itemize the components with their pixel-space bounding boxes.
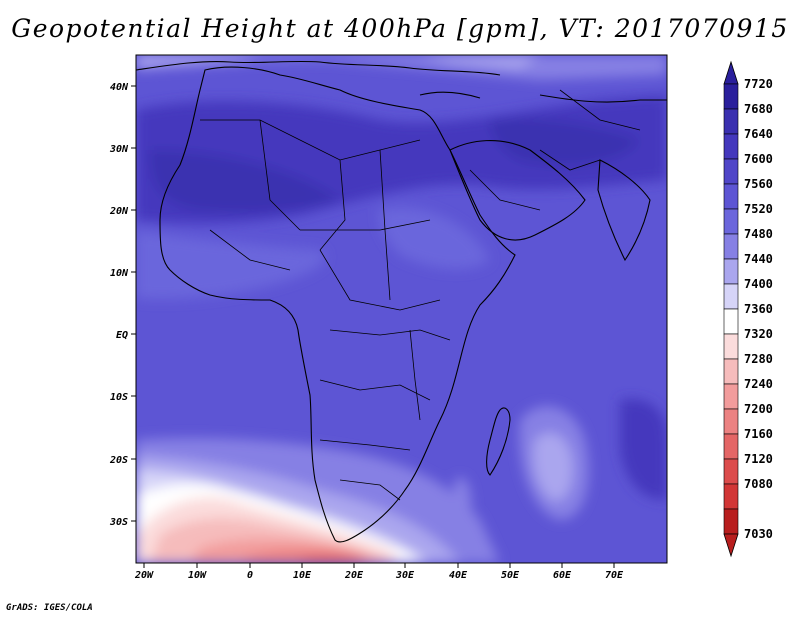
lon-label: 0 <box>247 570 253 581</box>
colorbar-swatch <box>723 183 739 210</box>
colorbar-level-label: 7480 <box>744 227 773 241</box>
lon-label: 30E <box>395 570 415 581</box>
colorbar-level-label: 7240 <box>744 377 773 391</box>
lat-label: 30N <box>109 144 129 155</box>
colorbar-level-label: 7600 <box>744 152 773 166</box>
colorbar: 7720 7680 7640 7600 7560 7520 7480 7440 7400 7360… <box>723 60 773 558</box>
colorbar-swatch <box>723 433 739 460</box>
grads-credit: GrADS: IGES/COLA <box>6 603 93 613</box>
lat-label: 40N <box>110 82 129 93</box>
colorbar-swatch <box>723 283 739 310</box>
colorbar-swatch <box>723 308 739 335</box>
country-borders <box>200 89 641 501</box>
colorbar-level-label: 7320 <box>744 327 773 341</box>
colorbar-swatch <box>723 108 739 135</box>
map-plot-area <box>136 55 667 563</box>
colorbar-level-label: 7080 <box>744 477 773 491</box>
longitude-labels: 20W 10W 0 10E 20E 30E 40E 50E 60E 70E <box>134 570 624 581</box>
colorbar-level-label: 7440 <box>744 252 773 266</box>
lon-label: 20W <box>134 570 154 581</box>
lat-label: 30S <box>109 517 128 528</box>
axis-ticks <box>131 85 615 568</box>
colorbar-level-label: 7030 <box>744 527 773 541</box>
lon-label: 20E <box>344 570 364 581</box>
colorbar-level-label: 7560 <box>744 177 773 191</box>
colorbar-level-label: 7200 <box>744 402 773 416</box>
colorbar-level-label: 7640 <box>744 127 773 141</box>
chart-title: Geopotential Height at 400hPa [gpm], VT:… <box>11 14 789 43</box>
lon-label: 10W <box>188 570 207 581</box>
colorbar-bottom-arrow <box>723 533 739 558</box>
colorbar-swatch <box>723 383 739 410</box>
colorbar-level-label: 7280 <box>744 352 773 366</box>
lat-label: EQ <box>116 330 128 341</box>
colorbar-level-label: 7400 <box>744 277 773 291</box>
colorbar-swatch <box>723 158 739 185</box>
lon-label: 70E <box>605 570 624 581</box>
colorbar-swatch <box>723 83 739 110</box>
lon-label: 60E <box>553 570 572 581</box>
colorbar-level-label: 7360 <box>744 302 773 316</box>
lat-label: 10N <box>110 268 129 279</box>
colorbar-swatch <box>723 458 739 485</box>
colorbar-level-label: 7160 <box>744 427 773 441</box>
colorbar-swatch <box>723 133 739 160</box>
lat-label: 20N <box>109 206 129 217</box>
colorbar-swatch <box>723 408 739 435</box>
colorbar-top-arrow <box>723 60 739 85</box>
coastlines <box>136 60 667 543</box>
colorbar-swatch <box>723 333 739 360</box>
map-frame <box>135 54 668 564</box>
colorbar-swatch <box>723 208 739 235</box>
lon-label: 50E <box>501 570 520 581</box>
colorbar-swatch <box>723 233 739 260</box>
colorbar-swatch <box>723 258 739 285</box>
lat-label: 20S <box>109 455 128 466</box>
colorbar-swatch <box>723 508 739 535</box>
lon-label: 40E <box>449 570 468 581</box>
colorbar-swatch <box>723 483 739 510</box>
colorbar-level-label: 7680 <box>744 102 773 116</box>
lat-label: 10S <box>110 392 128 403</box>
colorbar-level-label: 7120 <box>744 452 773 466</box>
colorbar-level-label: 7520 <box>744 202 773 216</box>
height-field-contours <box>136 55 667 563</box>
colorbar-level-label: 7720 <box>744 77 773 91</box>
lon-label: 10E <box>293 570 312 581</box>
colorbar-swatch <box>723 358 739 385</box>
latitude-labels: 40N 30N 20N 10N EQ 10S 20S 30S <box>109 82 129 528</box>
